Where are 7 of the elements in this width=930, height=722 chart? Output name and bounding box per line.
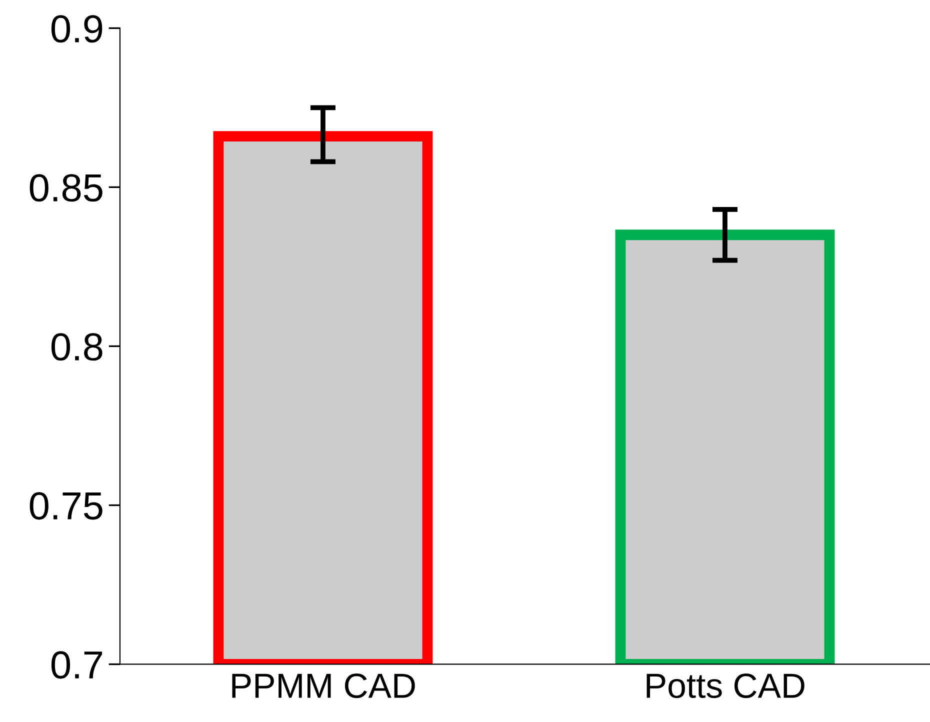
y-tick-label: 0.7 — [51, 651, 102, 679]
y-tick-label: 0.75 — [30, 492, 102, 520]
y-tick-label: 0.8 — [51, 333, 102, 361]
x-tick-label: PPMM CAD — [232, 673, 415, 698]
y-tick-label: 0.9 — [51, 15, 102, 43]
y-tick-label: 0.85 — [30, 174, 102, 202]
x-tick-label: Potts CAD — [646, 673, 804, 698]
